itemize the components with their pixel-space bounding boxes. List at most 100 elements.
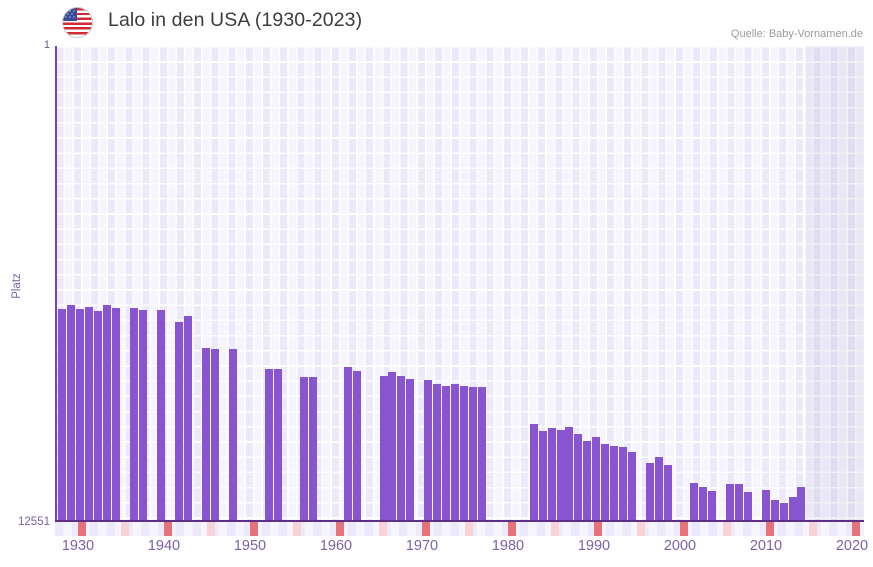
x-axis-tick-label: 2000 — [663, 538, 697, 554]
x-axis-tick-label: 2010 — [749, 538, 783, 554]
tick-minor — [465, 522, 473, 536]
bar[interactable] — [265, 369, 273, 522]
bar[interactable] — [300, 377, 308, 522]
bar[interactable] — [628, 452, 636, 522]
chart-header: Lalo in den USA (1930-2023) Quelle: Baby… — [0, 0, 873, 44]
bar[interactable] — [211, 349, 219, 522]
x-axis-tick-label: 1990 — [577, 538, 611, 554]
x-axis-labels: 1930 1940 1950 1960 1970 1980 1990 2000 2010 2020 — [0, 538, 873, 564]
bar[interactable] — [157, 310, 165, 522]
bar[interactable] — [112, 308, 120, 522]
bar[interactable] — [557, 430, 565, 522]
us-flag-icon — [62, 7, 93, 38]
bar[interactable] — [601, 444, 609, 522]
bar[interactable] — [646, 463, 654, 522]
bar[interactable] — [309, 377, 317, 522]
bar[interactable] — [574, 434, 582, 522]
bar[interactable] — [424, 380, 432, 522]
tick-major — [680, 522, 688, 536]
bar[interactable] — [139, 310, 147, 522]
bar[interactable] — [94, 311, 102, 522]
bar[interactable] — [76, 309, 84, 522]
bar[interactable] — [397, 376, 405, 522]
bar[interactable] — [460, 386, 468, 522]
tick-major — [508, 522, 516, 536]
y-axis-line — [55, 46, 57, 522]
bar[interactable] — [175, 322, 183, 522]
bar[interactable] — [380, 376, 388, 522]
bar[interactable] — [592, 437, 600, 522]
bar-series — [55, 46, 864, 522]
tick-major — [78, 522, 86, 536]
x-axis-line — [55, 520, 864, 522]
x-axis-tick-label: 1970 — [405, 538, 439, 554]
bar[interactable] — [103, 305, 111, 522]
tick-minor — [809, 522, 817, 536]
tick-minor — [637, 522, 645, 536]
bar[interactable] — [619, 447, 627, 522]
tick-major — [594, 522, 602, 536]
y-axis-bottom-tick: 12551 — [18, 516, 50, 528]
y-axis-label: Platz — [11, 273, 23, 299]
bar[interactable] — [780, 503, 788, 522]
bar[interactable] — [229, 349, 237, 522]
bar[interactable] — [388, 372, 396, 522]
bar[interactable] — [771, 500, 779, 522]
bar[interactable] — [433, 384, 441, 522]
tick-major — [422, 522, 430, 536]
bar[interactable] — [744, 492, 752, 522]
tick-strip-background — [55, 522, 864, 536]
bar[interactable] — [344, 367, 352, 522]
bar[interactable] — [469, 387, 477, 522]
tick-minor — [723, 522, 731, 536]
x-axis-tick-label: 1960 — [319, 538, 353, 554]
bar[interactable] — [353, 371, 361, 522]
bar[interactable] — [58, 309, 66, 522]
tick-major — [164, 522, 172, 536]
bar[interactable] — [583, 441, 591, 522]
bar[interactable] — [690, 483, 698, 522]
bar[interactable] — [797, 487, 805, 522]
bar[interactable] — [406, 379, 414, 522]
x-axis-tick-label: 1950 — [233, 538, 267, 554]
tick-minor — [293, 522, 301, 536]
x-axis-tick-strip — [55, 522, 864, 536]
tick-minor — [207, 522, 215, 536]
bar[interactable] — [762, 490, 770, 522]
bar[interactable] — [442, 386, 450, 522]
bar[interactable] — [184, 316, 192, 522]
tick-major — [250, 522, 258, 536]
bar[interactable] — [708, 491, 716, 522]
bar[interactable] — [565, 427, 573, 522]
bar[interactable] — [655, 457, 663, 522]
bar[interactable] — [664, 465, 672, 522]
bar[interactable] — [451, 384, 459, 522]
bar[interactable] — [610, 446, 618, 522]
tick-major — [852, 522, 860, 536]
x-axis-tick-label: 1940 — [147, 538, 181, 554]
x-axis-tick-label: 1980 — [491, 538, 525, 554]
bar[interactable] — [726, 484, 734, 522]
bar[interactable] — [478, 387, 486, 522]
bar[interactable] — [274, 369, 282, 522]
bar[interactable] — [539, 431, 547, 522]
bar[interactable] — [85, 307, 93, 522]
bar[interactable] — [530, 424, 538, 522]
bar[interactable] — [789, 497, 797, 522]
x-axis-tick-label: 2020 — [835, 538, 869, 554]
tick-major — [766, 522, 774, 536]
bar[interactable] — [699, 487, 707, 522]
bar[interactable] — [735, 484, 743, 522]
bar[interactable] — [548, 428, 556, 522]
bar[interactable] — [202, 348, 210, 522]
bar[interactable] — [130, 308, 138, 522]
tick-minor — [121, 522, 129, 536]
page-title: Lalo in den USA (1930-2023) — [108, 9, 363, 31]
bar[interactable] — [67, 305, 75, 522]
tick-minor — [551, 522, 559, 536]
no-data-shaded-region — [806, 46, 864, 522]
y-axis-top-tick: 1 — [43, 39, 50, 51]
flag-canton — [63, 8, 77, 21]
source-note: Quelle: Baby-Vornamen.de — [730, 28, 863, 40]
